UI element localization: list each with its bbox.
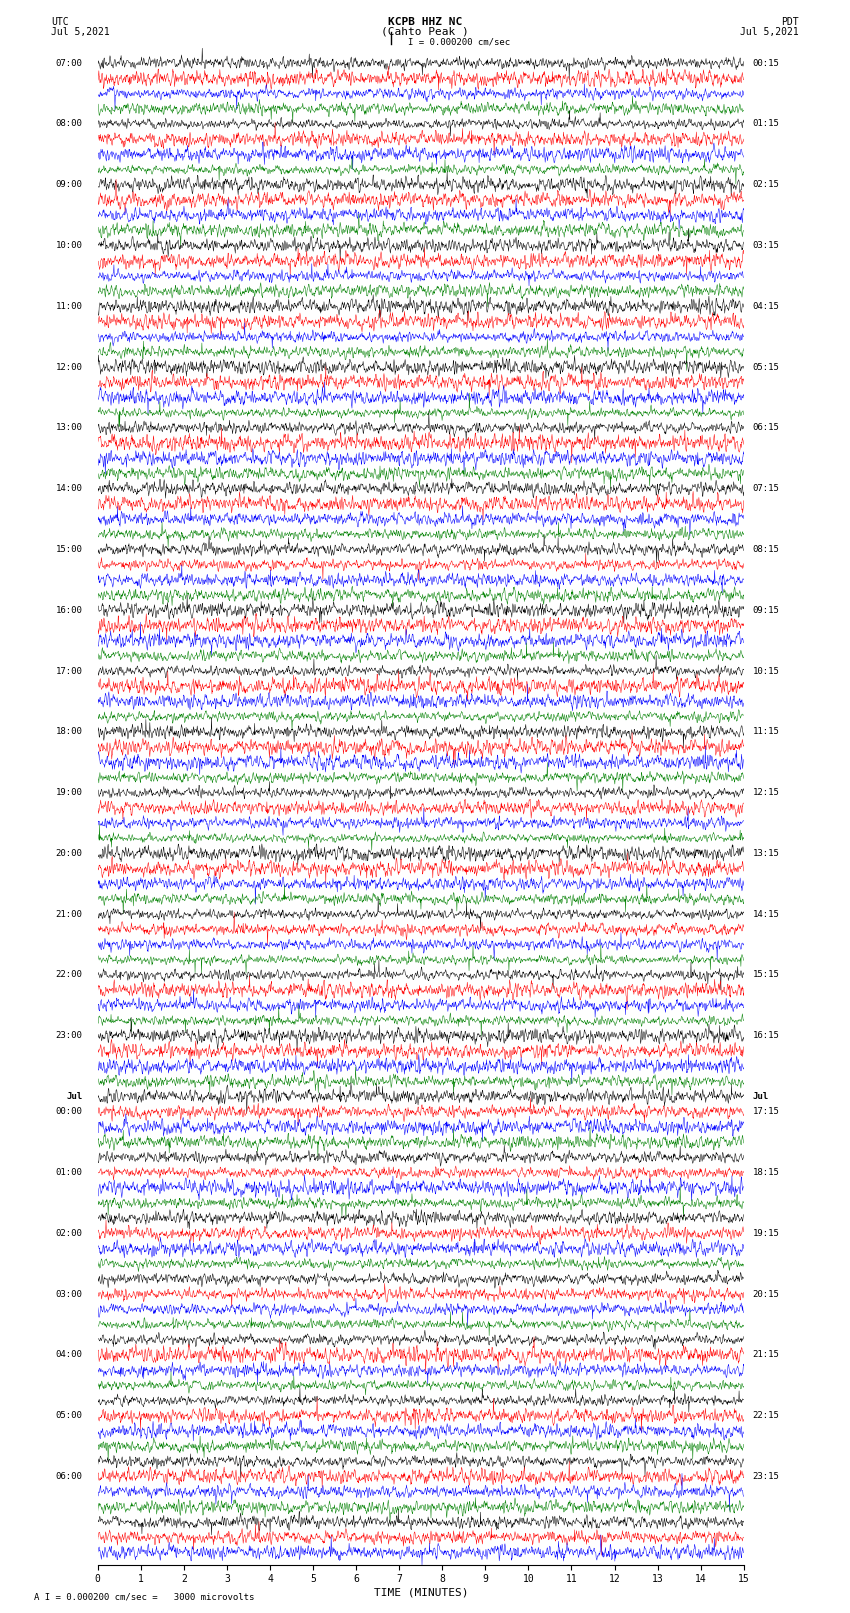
Text: PDT: PDT (781, 18, 799, 27)
Text: 23:00: 23:00 (56, 1031, 82, 1040)
Text: 13:00: 13:00 (56, 423, 82, 432)
Text: I = 0.000200 cm/sec: I = 0.000200 cm/sec (408, 37, 510, 47)
Text: 22:15: 22:15 (752, 1411, 779, 1419)
Text: 10:15: 10:15 (752, 666, 779, 676)
Text: 17:15: 17:15 (752, 1107, 779, 1116)
Text: 18:00: 18:00 (56, 727, 82, 736)
Text: 22:00: 22:00 (56, 971, 82, 979)
Text: 03:00: 03:00 (56, 1290, 82, 1298)
Text: 12:15: 12:15 (752, 789, 779, 797)
Text: 17:00: 17:00 (56, 666, 82, 676)
Text: 21:15: 21:15 (752, 1350, 779, 1360)
Text: Jul: Jul (66, 1092, 82, 1102)
Text: 08:15: 08:15 (752, 545, 779, 553)
Text: 16:15: 16:15 (752, 1031, 779, 1040)
Text: 20:00: 20:00 (56, 848, 82, 858)
Text: 15:00: 15:00 (56, 545, 82, 553)
Text: 20:15: 20:15 (752, 1290, 779, 1298)
Text: 19:15: 19:15 (752, 1229, 779, 1237)
Text: 13:15: 13:15 (752, 848, 779, 858)
Text: 23:15: 23:15 (752, 1473, 779, 1481)
Text: Jul 5,2021: Jul 5,2021 (51, 26, 110, 37)
Text: 09:15: 09:15 (752, 606, 779, 615)
Text: 02:00: 02:00 (56, 1229, 82, 1237)
Text: 14:15: 14:15 (752, 910, 779, 919)
Text: 07:15: 07:15 (752, 484, 779, 494)
Text: 02:15: 02:15 (752, 181, 779, 189)
Text: 05:00: 05:00 (56, 1411, 82, 1419)
Text: 07:00: 07:00 (56, 58, 82, 68)
Text: 00:15: 00:15 (752, 58, 779, 68)
Text: 19:00: 19:00 (56, 789, 82, 797)
Text: 03:15: 03:15 (752, 240, 779, 250)
Text: 04:15: 04:15 (752, 302, 779, 311)
Text: 15:15: 15:15 (752, 971, 779, 979)
Text: 12:00: 12:00 (56, 363, 82, 371)
Text: Jul 5,2021: Jul 5,2021 (740, 26, 799, 37)
Text: 00:00: 00:00 (56, 1107, 82, 1116)
Text: 21:00: 21:00 (56, 910, 82, 919)
Text: 16:00: 16:00 (56, 606, 82, 615)
Text: A I = 0.000200 cm/sec =   3000 microvolts: A I = 0.000200 cm/sec = 3000 microvolts (34, 1592, 254, 1602)
Text: 09:00: 09:00 (56, 181, 82, 189)
Text: 01:00: 01:00 (56, 1168, 82, 1177)
X-axis label: TIME (MINUTES): TIME (MINUTES) (373, 1587, 468, 1597)
Text: Jul: Jul (752, 1092, 768, 1102)
Text: 11:00: 11:00 (56, 302, 82, 311)
Text: 18:15: 18:15 (752, 1168, 779, 1177)
Text: KCPB HHZ NC: KCPB HHZ NC (388, 18, 462, 27)
Text: 06:00: 06:00 (56, 1473, 82, 1481)
Text: 04:00: 04:00 (56, 1350, 82, 1360)
Text: 14:00: 14:00 (56, 484, 82, 494)
Text: 05:15: 05:15 (752, 363, 779, 371)
Text: 11:15: 11:15 (752, 727, 779, 736)
Text: 06:15: 06:15 (752, 423, 779, 432)
Text: UTC: UTC (51, 18, 69, 27)
Text: 10:00: 10:00 (56, 240, 82, 250)
Text: 01:15: 01:15 (752, 119, 779, 129)
Text: 08:00: 08:00 (56, 119, 82, 129)
Text: (Cahto Peak ): (Cahto Peak ) (381, 26, 469, 37)
